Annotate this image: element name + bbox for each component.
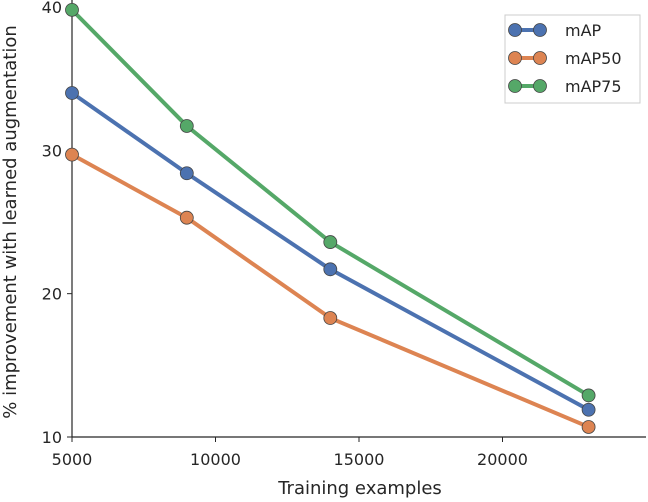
legend-label: mAP <box>565 21 602 40</box>
x-tick-label: 5000 <box>52 450 93 469</box>
y-tick-label: 30 <box>42 141 62 160</box>
y-tick-label: 40 <box>42 0 62 17</box>
data-point-mAP75 <box>65 2 79 17</box>
y-axis-label: % improvement with learned augmentation <box>0 25 21 419</box>
x-tick-label: 15000 <box>334 450 385 469</box>
legend-marker <box>533 79 547 93</box>
x-axis-label: Training examples <box>277 478 442 498</box>
axes: 5000 10000 15000 20000 10 20 30 40 <box>42 0 646 469</box>
data-point-mAP50 <box>65 147 79 162</box>
legend-label: mAP50 <box>565 49 622 68</box>
y-tick-label: 10 <box>42 428 62 447</box>
data-point-mAP50 <box>323 311 338 325</box>
legend-label: mAP75 <box>565 77 622 96</box>
legend-marker <box>508 23 522 37</box>
data-point-mAP <box>581 402 596 417</box>
legend-marker <box>533 23 547 37</box>
data-point-mAP <box>323 262 338 277</box>
legend-marker <box>533 51 547 65</box>
series-line-mAP <box>70 91 590 412</box>
data-point-mAP50 <box>581 420 596 434</box>
legend-marker <box>508 51 522 65</box>
data-point-mAP75 <box>323 235 338 249</box>
data-point-mAP75 <box>581 388 596 403</box>
data-point-mAP <box>65 86 79 100</box>
series-line-mAP75 <box>70 8 590 398</box>
y-tick-label: 20 <box>42 285 62 304</box>
x-tick-label: 20000 <box>477 450 528 469</box>
legend: mAP mAP50 mAP75 <box>504 14 641 104</box>
data-point-mAP50 <box>179 210 194 225</box>
series-line-mAP50 <box>71 152 590 429</box>
x-tick-label: 10000 <box>190 450 241 469</box>
data-point-mAP <box>179 166 194 181</box>
data-point-mAP75 <box>179 119 194 133</box>
legend-marker <box>508 79 522 93</box>
series-lines <box>65 2 596 434</box>
